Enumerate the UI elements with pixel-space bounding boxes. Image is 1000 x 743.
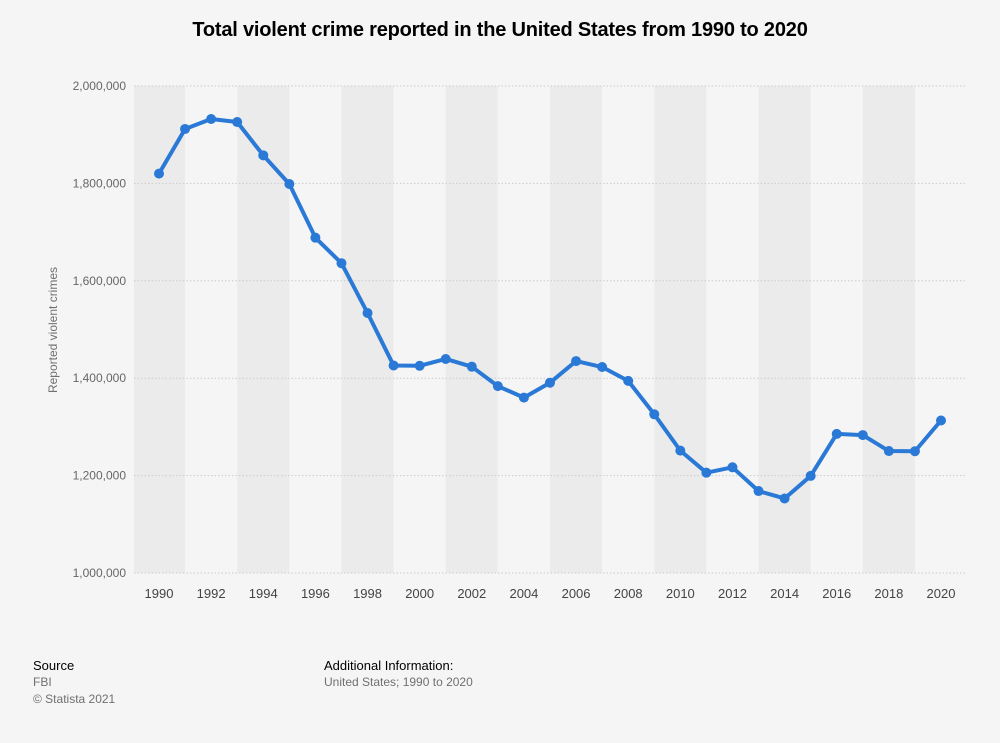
copyright-text: © Statista 2021 bbox=[33, 692, 116, 706]
source-name: FBI bbox=[33, 675, 52, 689]
data-point bbox=[492, 381, 503, 392]
x-tick-label: 2012 bbox=[718, 586, 747, 601]
x-tick-label: 1994 bbox=[249, 586, 278, 601]
x-tick-label: 2008 bbox=[614, 586, 643, 601]
data-point bbox=[936, 415, 946, 426]
x-tick-label: 2002 bbox=[457, 586, 486, 601]
data-point bbox=[388, 360, 399, 371]
chart-background-bands bbox=[134, 86, 966, 573]
chart-band bbox=[445, 86, 498, 573]
y-tick-label: 2,000,000 bbox=[73, 79, 127, 93]
chart-band bbox=[706, 86, 759, 573]
x-tick-label: 2006 bbox=[562, 586, 591, 601]
source-heading: Source bbox=[33, 658, 75, 673]
data-point bbox=[154, 168, 164, 179]
data-point bbox=[883, 446, 894, 457]
additional-info-text: United States; 1990 to 2020 bbox=[324, 675, 473, 689]
chart-title: Total violent crime reported in the Unit… bbox=[192, 19, 808, 41]
x-tick-label: 1996 bbox=[301, 586, 330, 601]
data-point bbox=[727, 462, 738, 473]
x-tick-label: 2010 bbox=[666, 586, 695, 601]
y-tick-label: 1,000,000 bbox=[73, 566, 127, 580]
data-point bbox=[440, 353, 451, 364]
chart-band bbox=[341, 86, 394, 573]
data-point bbox=[597, 362, 608, 373]
data-point bbox=[466, 361, 477, 372]
data-point bbox=[232, 117, 243, 128]
y-tick-label: 1,800,000 bbox=[73, 176, 127, 190]
chart-band bbox=[497, 86, 550, 573]
x-tick-label: 2004 bbox=[509, 586, 538, 601]
data-point bbox=[649, 409, 660, 420]
x-tick-label: 2016 bbox=[822, 586, 851, 601]
data-point bbox=[675, 445, 686, 456]
chart-band bbox=[185, 86, 238, 573]
data-point bbox=[909, 446, 920, 457]
chart-band bbox=[134, 86, 186, 573]
chart-band bbox=[914, 86, 966, 573]
x-tick-label: 2014 bbox=[770, 586, 799, 601]
data-point bbox=[284, 178, 295, 189]
data-point bbox=[701, 467, 712, 478]
chart-band bbox=[289, 86, 342, 573]
x-tick-label: 1990 bbox=[145, 586, 174, 601]
data-point bbox=[518, 392, 529, 403]
data-point bbox=[571, 356, 582, 367]
chart-band bbox=[237, 86, 290, 573]
data-point bbox=[831, 428, 842, 439]
data-point bbox=[180, 123, 191, 134]
data-point bbox=[310, 232, 321, 243]
additional-info-heading: Additional Information: bbox=[324, 658, 454, 673]
data-point bbox=[805, 470, 816, 481]
data-point bbox=[753, 486, 764, 497]
chart-band bbox=[862, 86, 915, 573]
data-point bbox=[545, 377, 555, 388]
x-tick-label: 2018 bbox=[874, 586, 903, 601]
additional-info-block: Additional Information: United States; 1… bbox=[324, 657, 473, 691]
data-point bbox=[414, 360, 425, 371]
series-line-group bbox=[154, 113, 946, 504]
y-tick-label: 1,200,000 bbox=[73, 469, 127, 483]
x-tick-label: 2020 bbox=[927, 586, 956, 601]
y-tick-labels: 1,000,000 1,200,000 1,400,000 1,600,000 1,80… bbox=[73, 79, 127, 580]
source-block: Source FBI © Statista 2021 bbox=[33, 657, 115, 708]
y-axis-label: Reported violent crimes bbox=[46, 267, 60, 393]
y-tick-label: 1,600,000 bbox=[73, 274, 127, 288]
chart-band bbox=[602, 86, 655, 573]
chart-band bbox=[550, 86, 603, 573]
x-tick-label: 2000 bbox=[405, 586, 434, 601]
data-point bbox=[258, 150, 269, 161]
x-tick-labels: 1990 1992 1994 1996 1998 2000 2002 2004 2006 2008… bbox=[145, 586, 956, 601]
data-point bbox=[623, 375, 634, 386]
y-tick-label: 1,400,000 bbox=[73, 371, 127, 385]
data-point bbox=[362, 307, 373, 318]
x-tick-label: 1992 bbox=[197, 586, 226, 601]
chart-band bbox=[393, 86, 446, 573]
chart-band bbox=[654, 86, 707, 573]
data-point bbox=[857, 430, 868, 441]
data-point bbox=[779, 493, 790, 504]
y-gridlines bbox=[134, 85, 966, 574]
data-point bbox=[336, 258, 347, 269]
x-tick-label: 1998 bbox=[353, 586, 382, 601]
data-point bbox=[206, 113, 217, 124]
chart-band bbox=[810, 86, 863, 573]
